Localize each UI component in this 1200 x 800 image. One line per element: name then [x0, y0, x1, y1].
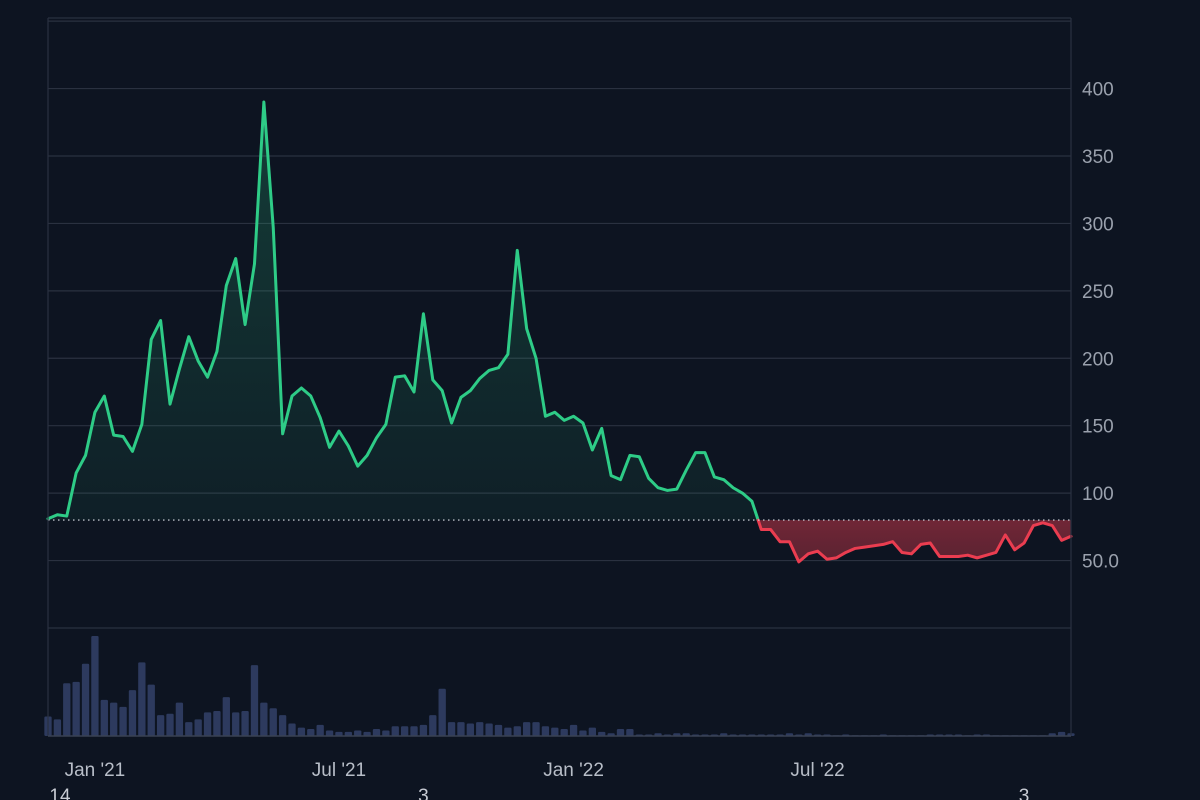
volume-bar [175, 702, 184, 736]
volume-bar [579, 730, 587, 736]
x-tick-label: Jan '21 [65, 760, 126, 781]
volume-bar [363, 731, 371, 736]
volume-bar [438, 688, 446, 736]
volume-bar [316, 724, 324, 736]
y-tick-label: 250 [1082, 282, 1114, 303]
volume-bar [260, 702, 268, 736]
volume-bar [504, 727, 512, 736]
volume-bar [325, 730, 334, 736]
gain-line [46, 100, 760, 522]
volume-bar [91, 636, 99, 736]
volume-bar [222, 697, 230, 736]
volume-bar [513, 726, 521, 736]
volume-bar [194, 719, 202, 736]
volume-bar [128, 690, 137, 736]
volume-bar [81, 663, 90, 736]
volume-bar [400, 726, 409, 736]
volume-bar [166, 713, 174, 736]
volume-bar [588, 727, 597, 736]
volume-bar [457, 722, 465, 736]
volume-bar [213, 711, 221, 736]
volume-bar [560, 729, 568, 736]
volume-bar [63, 683, 71, 736]
volume-bar [372, 729, 381, 736]
volume-bar [447, 722, 456, 736]
volume-bar [278, 715, 287, 736]
y-tick-label: 100 [1082, 484, 1114, 505]
volume-bar [476, 722, 484, 736]
y-tick-label: 350 [1082, 147, 1114, 168]
volume-bar [626, 729, 634, 736]
volume-bar [241, 711, 249, 736]
volume-bar [110, 702, 118, 736]
volume-bar [335, 731, 343, 736]
x-tick-label: Jul '21 [312, 760, 366, 781]
volume-bar [53, 719, 62, 736]
volume-label: 3 [1019, 786, 1030, 800]
volume-bar [616, 729, 625, 736]
volume-label: 3 [418, 786, 429, 800]
volume-label: 14 [49, 786, 71, 800]
y-tick-label: 150 [1082, 417, 1114, 438]
volume-bar [100, 699, 108, 736]
y-tick-label: 400 [1082, 80, 1114, 101]
volume-bar [147, 684, 155, 736]
volume-bar [541, 726, 550, 736]
axes [47, 17, 1072, 737]
volume-bar [494, 724, 503, 736]
volume-bar [156, 715, 165, 736]
y-tick-label: 300 [1082, 214, 1114, 235]
volume-bar [382, 730, 390, 736]
loss-area [758, 520, 1071, 562]
volume-bar [1057, 731, 1066, 736]
volume-bar [297, 727, 306, 736]
x-tick-label: Jan '22 [543, 760, 604, 781]
volume-bar [250, 665, 259, 736]
y-tick-label: 200 [1082, 349, 1114, 370]
volume-bar [419, 724, 428, 736]
volume-bar [72, 681, 80, 736]
volume-bar [522, 722, 531, 736]
volume-bar [429, 715, 437, 736]
volume-bar [391, 726, 399, 736]
x-tick-label: Jul '22 [790, 760, 844, 781]
volume-bar [269, 708, 277, 736]
loss-line [756, 518, 1073, 564]
volume-bar [410, 726, 418, 736]
price-line [46, 100, 1073, 564]
tick-labels: 50.0 100 150 200 250 300 350 400 Jan '21 Jul '21 J… [49, 80, 1119, 800]
y-tick-label: 50.0 [1082, 552, 1119, 573]
volume-bars [44, 636, 1075, 736]
volume-bar [551, 727, 559, 736]
volume-bar [569, 724, 578, 736]
volume-bar [185, 722, 193, 736]
volume-bar [344, 731, 352, 736]
volume-bar [485, 723, 493, 736]
volume-bar [138, 662, 146, 736]
price-area [48, 102, 1071, 562]
volume-bar [232, 712, 240, 736]
volume-bar [532, 722, 540, 736]
volume-bar [354, 730, 362, 736]
volume-bar [203, 712, 212, 736]
gain-area [48, 102, 759, 521]
volume-bar [307, 729, 315, 736]
volume-bar [598, 731, 606, 736]
volume-bar [288, 723, 296, 736]
volume-bar [119, 706, 127, 736]
volume-bar [466, 723, 474, 736]
